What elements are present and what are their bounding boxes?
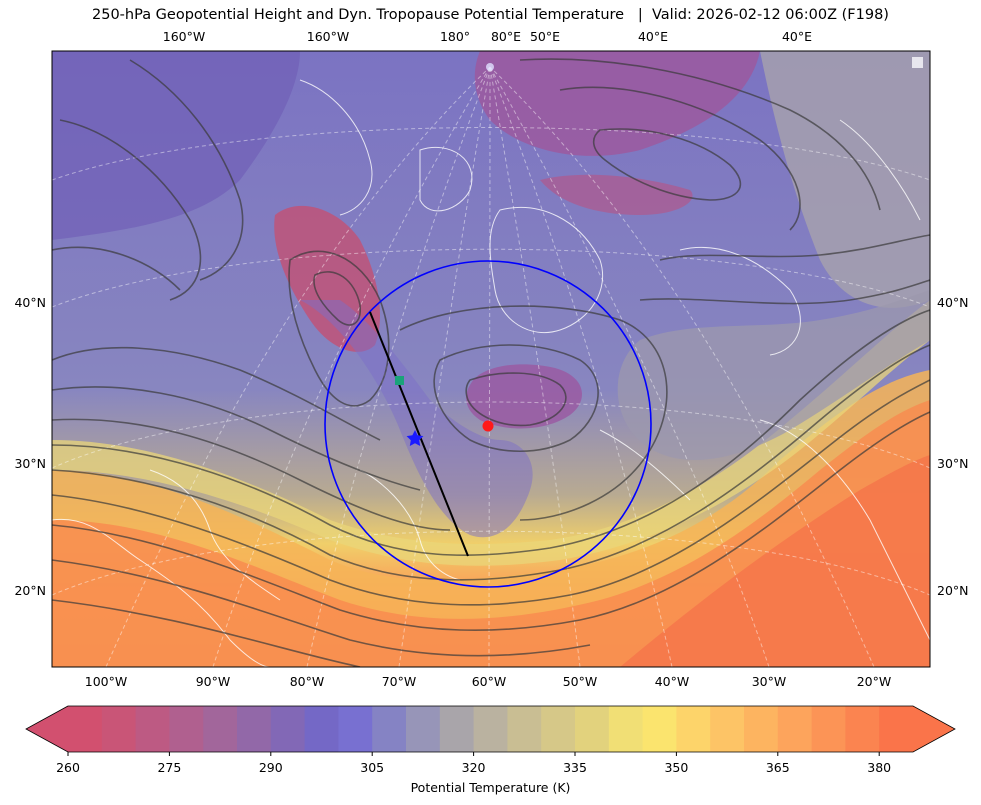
colorbar-swatch — [845, 706, 880, 752]
bottom-lon-label: 80°W — [290, 674, 325, 689]
colorbar-swatch — [676, 706, 711, 752]
top-lon-label: 50°E — [530, 29, 560, 44]
right-lat-label: 40°N — [937, 295, 969, 310]
colorbar-tick-label: 290 — [259, 760, 283, 775]
colorbar-swatch — [101, 706, 137, 752]
colorbar-swatch — [169, 706, 204, 752]
colorbar-swatch — [203, 706, 238, 752]
colorbar-swatch — [575, 706, 610, 752]
graticule-line — [52, 530, 930, 596]
range-ring — [324, 260, 652, 588]
bottom-lon-label: 60°W — [472, 674, 507, 689]
graticule-line — [489, 66, 875, 667]
colorbar — [25, 705, 956, 753]
left-lat-label: 30°N — [14, 456, 46, 471]
colorbar-swatch — [541, 706, 576, 752]
left-lat-label: 40°N — [14, 295, 46, 310]
colorbar-swatch — [642, 706, 677, 752]
colorbar-swatch — [304, 706, 339, 752]
top-lon-label: 80°E — [491, 29, 521, 44]
left-lat-label: 20°N — [14, 583, 46, 598]
colorbar-swatch — [811, 706, 846, 752]
colorbar-tick-label: 335 — [563, 760, 587, 775]
colorbar-tick-label: 380 — [867, 760, 891, 775]
colorbar-swatch — [879, 706, 914, 752]
top-lon-label: 40°E — [782, 29, 812, 44]
bottom-lon-label: 70°W — [382, 674, 417, 689]
colorbar-label: Potential Temperature (K) — [410, 780, 571, 795]
bottom-lon-label: 100°W — [85, 674, 127, 689]
cross-section-line — [369, 311, 469, 557]
corner-swatch — [912, 57, 923, 68]
colorbar-swatch — [406, 706, 441, 752]
colorbar-extend-high — [913, 706, 955, 752]
colorbar-swatch — [439, 706, 475, 752]
graticule-line — [306, 66, 491, 667]
top-lon-label: 160°W — [163, 29, 205, 44]
colorbar-swatch — [270, 706, 306, 752]
top-lon-label: 180° — [440, 29, 470, 44]
colorbar-swatch — [237, 706, 272, 752]
graticule-line — [212, 66, 491, 667]
graticule-line — [489, 66, 770, 667]
height-contours — [52, 58, 930, 667]
right-lat-label: 20°N — [937, 583, 969, 598]
star-marker — [406, 430, 424, 446]
bottom-lon-label: 40°W — [655, 674, 690, 689]
top-lon-label: 40°E — [638, 29, 668, 44]
graticule-line — [488, 66, 491, 667]
pole-marker — [486, 63, 494, 71]
colorbar-swatch — [473, 706, 508, 752]
bottom-lon-label: 20°W — [857, 674, 892, 689]
colorbar-swatch — [68, 706, 103, 752]
colorbar-swatch — [135, 706, 170, 752]
colorbar-swatch — [608, 706, 644, 752]
map-field — [52, 51, 930, 667]
top-lon-label: 160°W — [307, 29, 349, 44]
colorbar-tick-label: 365 — [766, 760, 790, 775]
colorbar-tick-label: 275 — [157, 760, 181, 775]
square-marker — [395, 376, 404, 385]
coastlines — [52, 79, 930, 667]
bottom-lon-label: 50°W — [563, 674, 598, 689]
graticule-line — [52, 401, 930, 469]
graticule-line — [489, 66, 673, 667]
map-frame — [51, 50, 931, 668]
colorbar-swatch — [338, 706, 373, 752]
colorbar-extend-low — [26, 706, 68, 752]
colorbar-swatch — [507, 706, 542, 752]
colorbar-swatch — [372, 706, 407, 752]
colorbar-ticks: 260 275 290 305 320 335 350 365 380 — [56, 752, 891, 775]
map-title: 250-hPa Geopotential Height and Dyn. Tro… — [92, 7, 889, 23]
colorbar-swatch — [777, 706, 813, 752]
colorbar-outline — [25, 705, 956, 753]
colorbar-swatch — [710, 706, 745, 752]
colorbar-tick-label: 305 — [360, 760, 384, 775]
right-lat-label: 30°N — [937, 456, 969, 471]
bottom-lon-label: 30°W — [752, 674, 787, 689]
graticule-line — [52, 127, 930, 181]
bottom-lon-label: 90°W — [196, 674, 231, 689]
center-marker — [482, 420, 494, 432]
colorbar-tick-label: 260 — [56, 760, 80, 775]
colorbar-tick-label: 350 — [664, 760, 688, 775]
graticule-line — [105, 66, 491, 667]
colorbar-tick-label: 320 — [462, 760, 486, 775]
colorbar-swatch — [744, 706, 779, 752]
